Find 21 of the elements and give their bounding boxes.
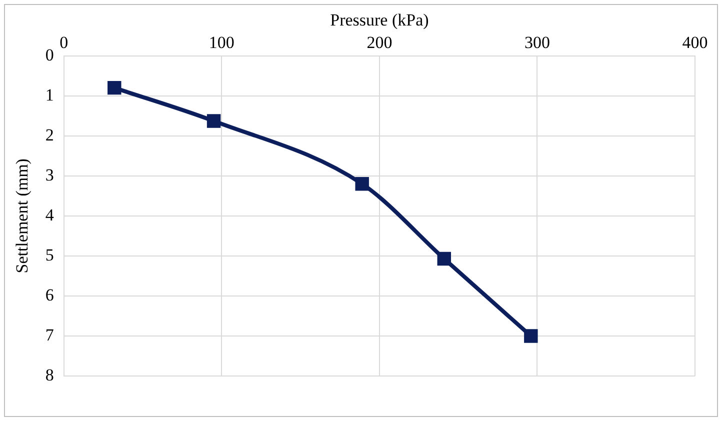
point: [437, 252, 451, 266]
y-tick-label: 8: [45, 365, 54, 384]
point: [206, 114, 221, 128]
y-tick-label: 7: [45, 325, 54, 344]
x-axis-title: Pressure (kPa): [330, 10, 429, 30]
y-tick-label: 3: [45, 165, 54, 184]
y-tick-label: 2: [45, 125, 54, 144]
x-tick-label: 0: [60, 33, 68, 52]
y-tick-label: 0: [45, 45, 54, 64]
y-tick-label: 4: [45, 205, 54, 224]
y-tick-label: 6: [45, 285, 54, 304]
point: [524, 329, 538, 343]
point: [355, 177, 369, 191]
x-tick-label: 300: [524, 33, 550, 52]
x-tick-label: 400: [682, 33, 708, 52]
y-tick-label: 1: [45, 85, 54, 104]
y-axis-title: Settlement (mm): [12, 158, 32, 274]
x-tick-label: 200: [366, 33, 392, 52]
y-tick-label: 5: [45, 245, 54, 264]
x-tick-label: 100: [208, 33, 234, 52]
point: [108, 80, 122, 95]
